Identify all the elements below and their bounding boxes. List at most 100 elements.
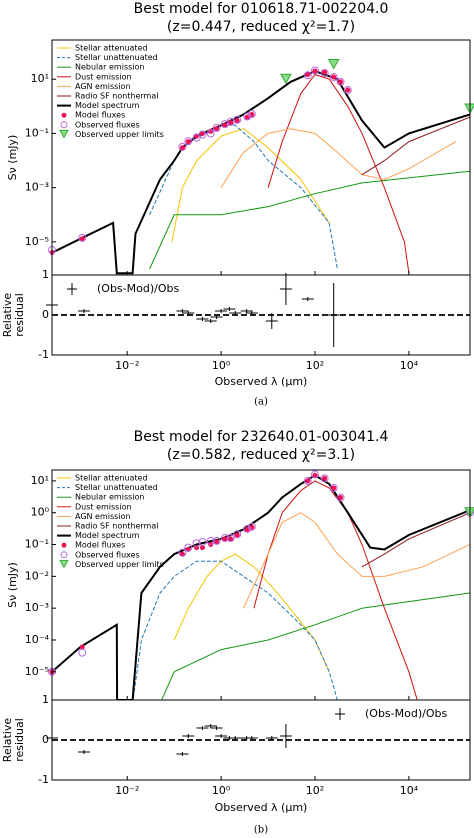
- y-tick-label: 10⁰: [31, 506, 50, 519]
- y-tick-label: 10⁻¹: [25, 538, 49, 551]
- model-flux: [79, 236, 85, 242]
- model-flux: [331, 74, 337, 80]
- legend-label: Model spectrum: [75, 531, 140, 540]
- series-line: [243, 512, 470, 609]
- residual-y-tick-label: 0: [42, 308, 49, 321]
- x-tick-label: 10²: [306, 784, 324, 797]
- observed-flux: [336, 493, 345, 502]
- legend-swatch: [60, 121, 68, 129]
- residual-y-tick-label: 1: [42, 693, 49, 706]
- model-flux: [199, 130, 205, 136]
- x-tick-label: 10²: [306, 359, 324, 372]
- model-flux: [179, 551, 185, 557]
- series-line: [132, 560, 338, 700]
- residual-point: [240, 309, 253, 313]
- chart-subtitle: (z=0.447, reduced χ²=1.7): [167, 19, 355, 35]
- series-line: [173, 553, 330, 673]
- residual-y-tick-label: 1: [42, 268, 49, 281]
- observed-flux: [247, 522, 256, 531]
- legend-label: Observed upper limits: [75, 130, 164, 139]
- residual-y-label: Relative: [1, 293, 14, 338]
- residual-point: [229, 311, 242, 315]
- x-tick-label: 10⁴: [400, 359, 419, 372]
- residual-point: [301, 297, 314, 301]
- observed-flux: [78, 233, 87, 242]
- legend-label: Radio SF nonthermal: [75, 92, 158, 101]
- model-flux: [199, 545, 205, 551]
- residual-point: [265, 313, 278, 329]
- residual-legend-label: (Obs-Mod)/Obs: [365, 707, 447, 720]
- y-tick-label: 10⁻³: [25, 601, 49, 614]
- residual-point: [204, 724, 217, 728]
- series-line: [220, 128, 457, 188]
- model-flux: [228, 536, 234, 542]
- model-flux: [322, 69, 328, 75]
- residual-y-tick-label: -1: [38, 773, 49, 786]
- upper-limit: [280, 73, 292, 85]
- legend-label: Model fluxes: [75, 111, 125, 120]
- model-flux: [322, 475, 328, 481]
- model-flux: [179, 145, 185, 151]
- legend-swatch: [59, 129, 69, 139]
- model-flux: [338, 495, 344, 501]
- observed-flux: [311, 66, 320, 75]
- residual-point: [279, 273, 292, 305]
- observed-flux: [178, 142, 187, 151]
- observed-flux: [243, 112, 252, 121]
- caption: (a): [254, 397, 268, 408]
- model-flux: [79, 644, 85, 650]
- x-axis-label: Observed λ (μm): [215, 801, 308, 814]
- model-flux: [234, 118, 240, 124]
- residual-point: [229, 736, 242, 740]
- observed-flux: [303, 71, 312, 80]
- model-flux: [312, 472, 318, 478]
- observed-flux: [243, 524, 252, 533]
- legend-swatch: [59, 559, 69, 569]
- model-flux: [222, 536, 228, 542]
- legend-label: Observed upper limits: [75, 560, 164, 569]
- model-flux: [331, 485, 337, 491]
- model-flux: [222, 122, 228, 128]
- observed-flux: [329, 483, 338, 492]
- residual-point: [215, 734, 228, 738]
- series-line: [253, 480, 418, 700]
- series-line: [149, 124, 338, 270]
- legend-label: AGN emission: [75, 82, 131, 91]
- residual-point: [196, 317, 209, 321]
- model-flux: [305, 71, 311, 77]
- residual-point: [77, 309, 90, 313]
- observed-flux: [329, 73, 338, 82]
- y-tick-label: 10⁻⁵: [25, 665, 49, 678]
- legend-label: Observed fluxes: [75, 550, 140, 559]
- observed-flux: [212, 536, 221, 545]
- residual-point: [46, 293, 58, 317]
- y-axis-label: Sν (mJy): [6, 562, 19, 608]
- legend-label: Stellar unattenuated: [75, 483, 158, 492]
- residual-point: [204, 319, 217, 323]
- residual-point: [210, 726, 223, 730]
- model-flux: [228, 120, 234, 126]
- residual-y-label: residual: [13, 293, 26, 337]
- x-tick-label: 10⁻²: [115, 359, 139, 372]
- residual-point: [215, 309, 228, 313]
- observed-flux: [184, 137, 193, 146]
- residual-y-tick-label: 0: [42, 733, 49, 746]
- residual-point: [245, 311, 258, 315]
- residual-point: [77, 750, 90, 754]
- caption: (b): [254, 825, 268, 836]
- x-tick-label: 10⁰: [212, 359, 231, 372]
- model-flux: [305, 478, 311, 484]
- observed-flux: [320, 474, 329, 483]
- series-line: [267, 73, 410, 274]
- residual-point: [245, 736, 258, 740]
- residual-point: [176, 752, 189, 756]
- residual-point: [182, 311, 195, 315]
- residual-point: [182, 734, 195, 738]
- model-flux: [214, 539, 220, 545]
- series-line: [149, 170, 470, 270]
- residual-y-label: Relative: [1, 718, 14, 763]
- legend-label: Dust emission: [75, 502, 132, 511]
- legend-label: Radio SF nonthermal: [75, 522, 158, 531]
- observed-flux: [206, 129, 215, 138]
